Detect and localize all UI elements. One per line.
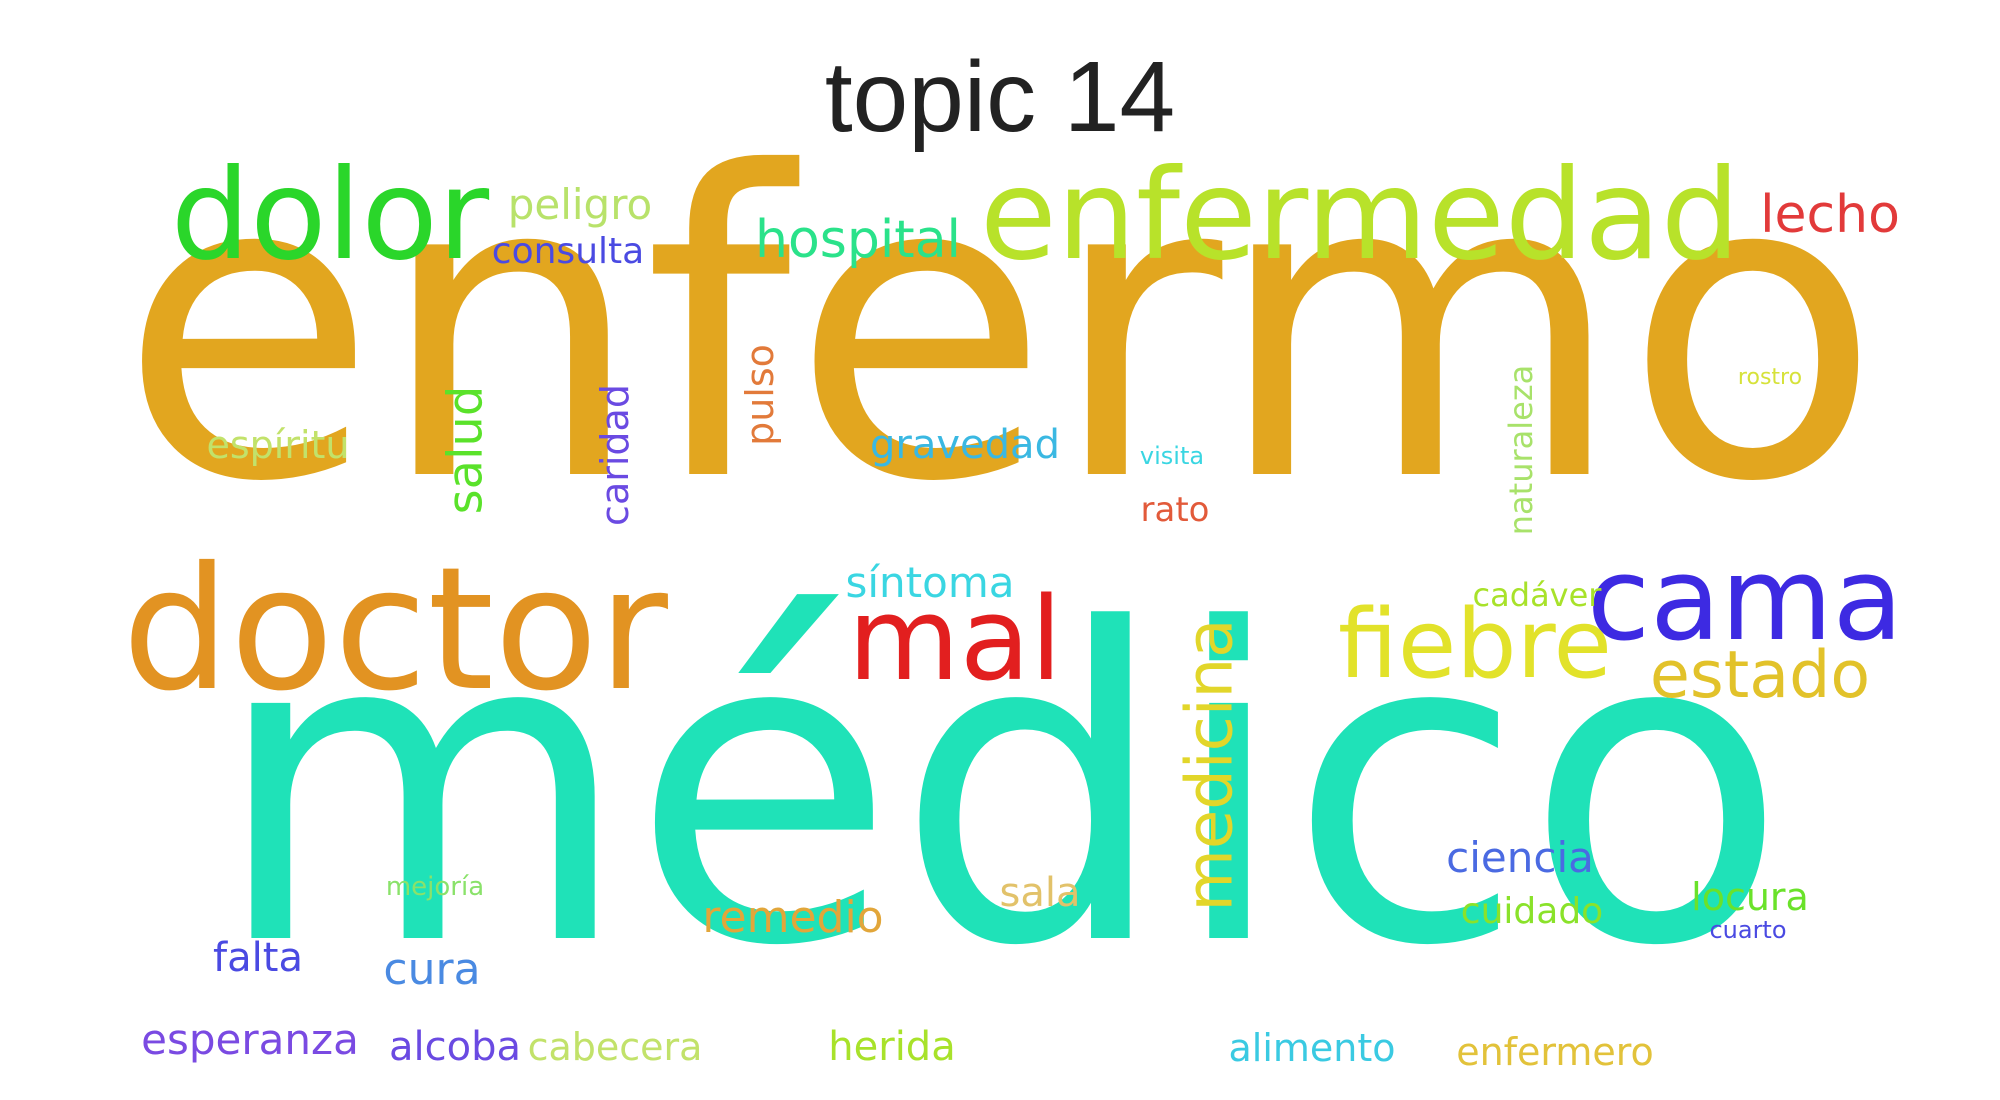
word-cloud-word: esperanza	[141, 1015, 359, 1064]
word-cloud-word: medicina	[1173, 618, 1247, 912]
word-cloud-word: cuidado	[1460, 891, 1604, 932]
word-cloud-word: dolor	[170, 142, 490, 288]
word-cloud-word: locura	[1691, 875, 1809, 919]
word-cloud-word: alcoba	[389, 1024, 521, 1070]
word-cloud-word: rato	[1140, 490, 1210, 530]
word-cloud-word: médico	[212, 540, 1788, 1040]
word-cloud-word: peligro	[507, 180, 653, 229]
word-cloud-word: consulta	[491, 231, 645, 272]
word-cloud-word: doctor	[122, 531, 668, 729]
word-cloud-word: alimento	[1228, 1026, 1396, 1070]
word-cloud-word: visita	[1139, 442, 1205, 470]
word-cloud-word: mal	[847, 572, 1063, 707]
word-cloud-word: cuarto	[1709, 916, 1787, 944]
word-cloud-word: salud	[437, 385, 493, 515]
word-cloud-word: cadáver	[1472, 576, 1602, 614]
word-cloud-word: gravedad	[870, 422, 1060, 468]
word-cloud-word: sala	[999, 870, 1081, 916]
word-cloud-word: estado	[1649, 637, 1871, 713]
word-cloud-word: cabecera	[527, 1025, 703, 1069]
word-cloud-word: pulso	[738, 344, 782, 446]
word-cloud-word: falta	[213, 935, 303, 981]
word-cloud-word: enfermo	[118, 85, 1882, 574]
word-cloud-word: cama	[1586, 532, 1904, 667]
word-cloud-word: lecho	[1760, 185, 1900, 245]
word-cloud-word: cura	[383, 944, 481, 995]
word-cloud-word: remedio	[702, 892, 884, 943]
word-cloud-word: naturaleza	[1502, 364, 1540, 536]
word-cloud-word: hospital	[754, 210, 962, 270]
word-cloud-word: rostro	[1737, 365, 1803, 390]
word-cloud-word: espíritu	[206, 423, 350, 467]
word-cloud-word: síntoma	[845, 558, 1015, 607]
word-cloud-word: enfermero	[1456, 1030, 1654, 1074]
word-cloud-word: caridad	[592, 384, 637, 526]
word-cloud-word: ciencia	[1446, 833, 1594, 882]
word-cloud-word: enfermedad	[979, 142, 1741, 288]
word-cloud-word: herida	[828, 1024, 956, 1070]
word-cloud-word: fiebre	[1337, 589, 1612, 700]
chart-title: topic 14	[824, 41, 1176, 153]
word-cloud-word: mejoría	[385, 872, 485, 902]
